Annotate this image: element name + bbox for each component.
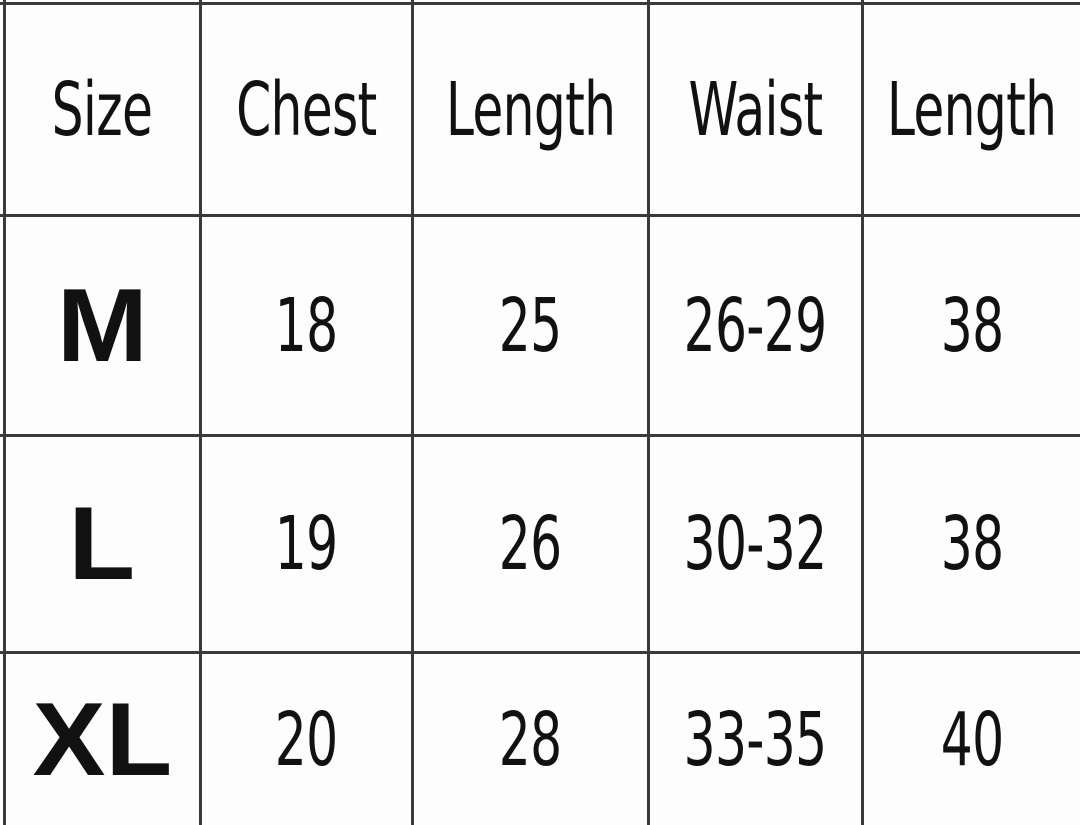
cell-text: 28: [499, 696, 562, 783]
table-cell-size: M: [5, 217, 199, 434]
table-cell-inseam-length: 40: [864, 654, 1080, 825]
table-cell-size: XL: [5, 654, 199, 825]
table-cell-chest: 19: [202, 437, 411, 651]
grid-line: [647, 0, 650, 825]
cell-text: 20: [275, 696, 338, 783]
grid-line: [0, 214, 1080, 217]
cell-text: L: [68, 486, 136, 602]
cell-text: 30-32: [684, 501, 828, 587]
grid-line: [0, 651, 1080, 654]
cell-text: Waist: [688, 66, 824, 153]
cell-text: 25: [499, 282, 562, 369]
grid-line: [0, 434, 1080, 437]
cell-text: 38: [940, 282, 1004, 369]
cell-text: 38: [940, 501, 1004, 587]
cell-text: XL: [32, 681, 172, 798]
header-cell-waist: Waist: [650, 5, 861, 214]
cell-text: M: [56, 267, 148, 384]
table-cell-size: L: [5, 437, 199, 651]
header-cell-size: Size: [5, 5, 199, 214]
header-cell-length: Length: [414, 5, 647, 214]
cell-text: 18: [275, 282, 338, 369]
table-cell-waist: 30-32: [650, 437, 861, 651]
cell-text: Size: [51, 66, 153, 153]
cell-text: 26-29: [684, 282, 828, 369]
cell-text: 40: [940, 696, 1004, 783]
cell-text: 26: [499, 501, 562, 587]
cell-text: Length: [445, 66, 616, 153]
table-cell-waist: 33-35: [650, 654, 861, 825]
grid-line: [861, 0, 864, 825]
grid-line: [411, 0, 414, 825]
table-cell-chest: 20: [202, 654, 411, 825]
table-cell-chest: 18: [202, 217, 411, 434]
grid-line: [0, 2, 1080, 5]
table-cell-length: 26: [414, 437, 647, 651]
cell-text: 33-35: [684, 696, 828, 783]
cell-text: Chest: [236, 66, 377, 153]
table-cell-inseam-length: 38: [864, 217, 1080, 434]
table-cell-inseam-length: 38: [864, 437, 1080, 651]
table-cell-length: 25: [414, 217, 647, 434]
header-cell-chest: Chest: [202, 5, 411, 214]
grid-line: [3, 0, 6, 825]
header-cell-inseam-length: Length: [864, 5, 1080, 214]
table-cell-waist: 26-29: [650, 217, 861, 434]
cell-text: 19: [275, 501, 338, 587]
grid-line: [199, 0, 202, 825]
cell-text: Length: [887, 66, 1057, 153]
table-cell-length: 28: [414, 654, 647, 825]
